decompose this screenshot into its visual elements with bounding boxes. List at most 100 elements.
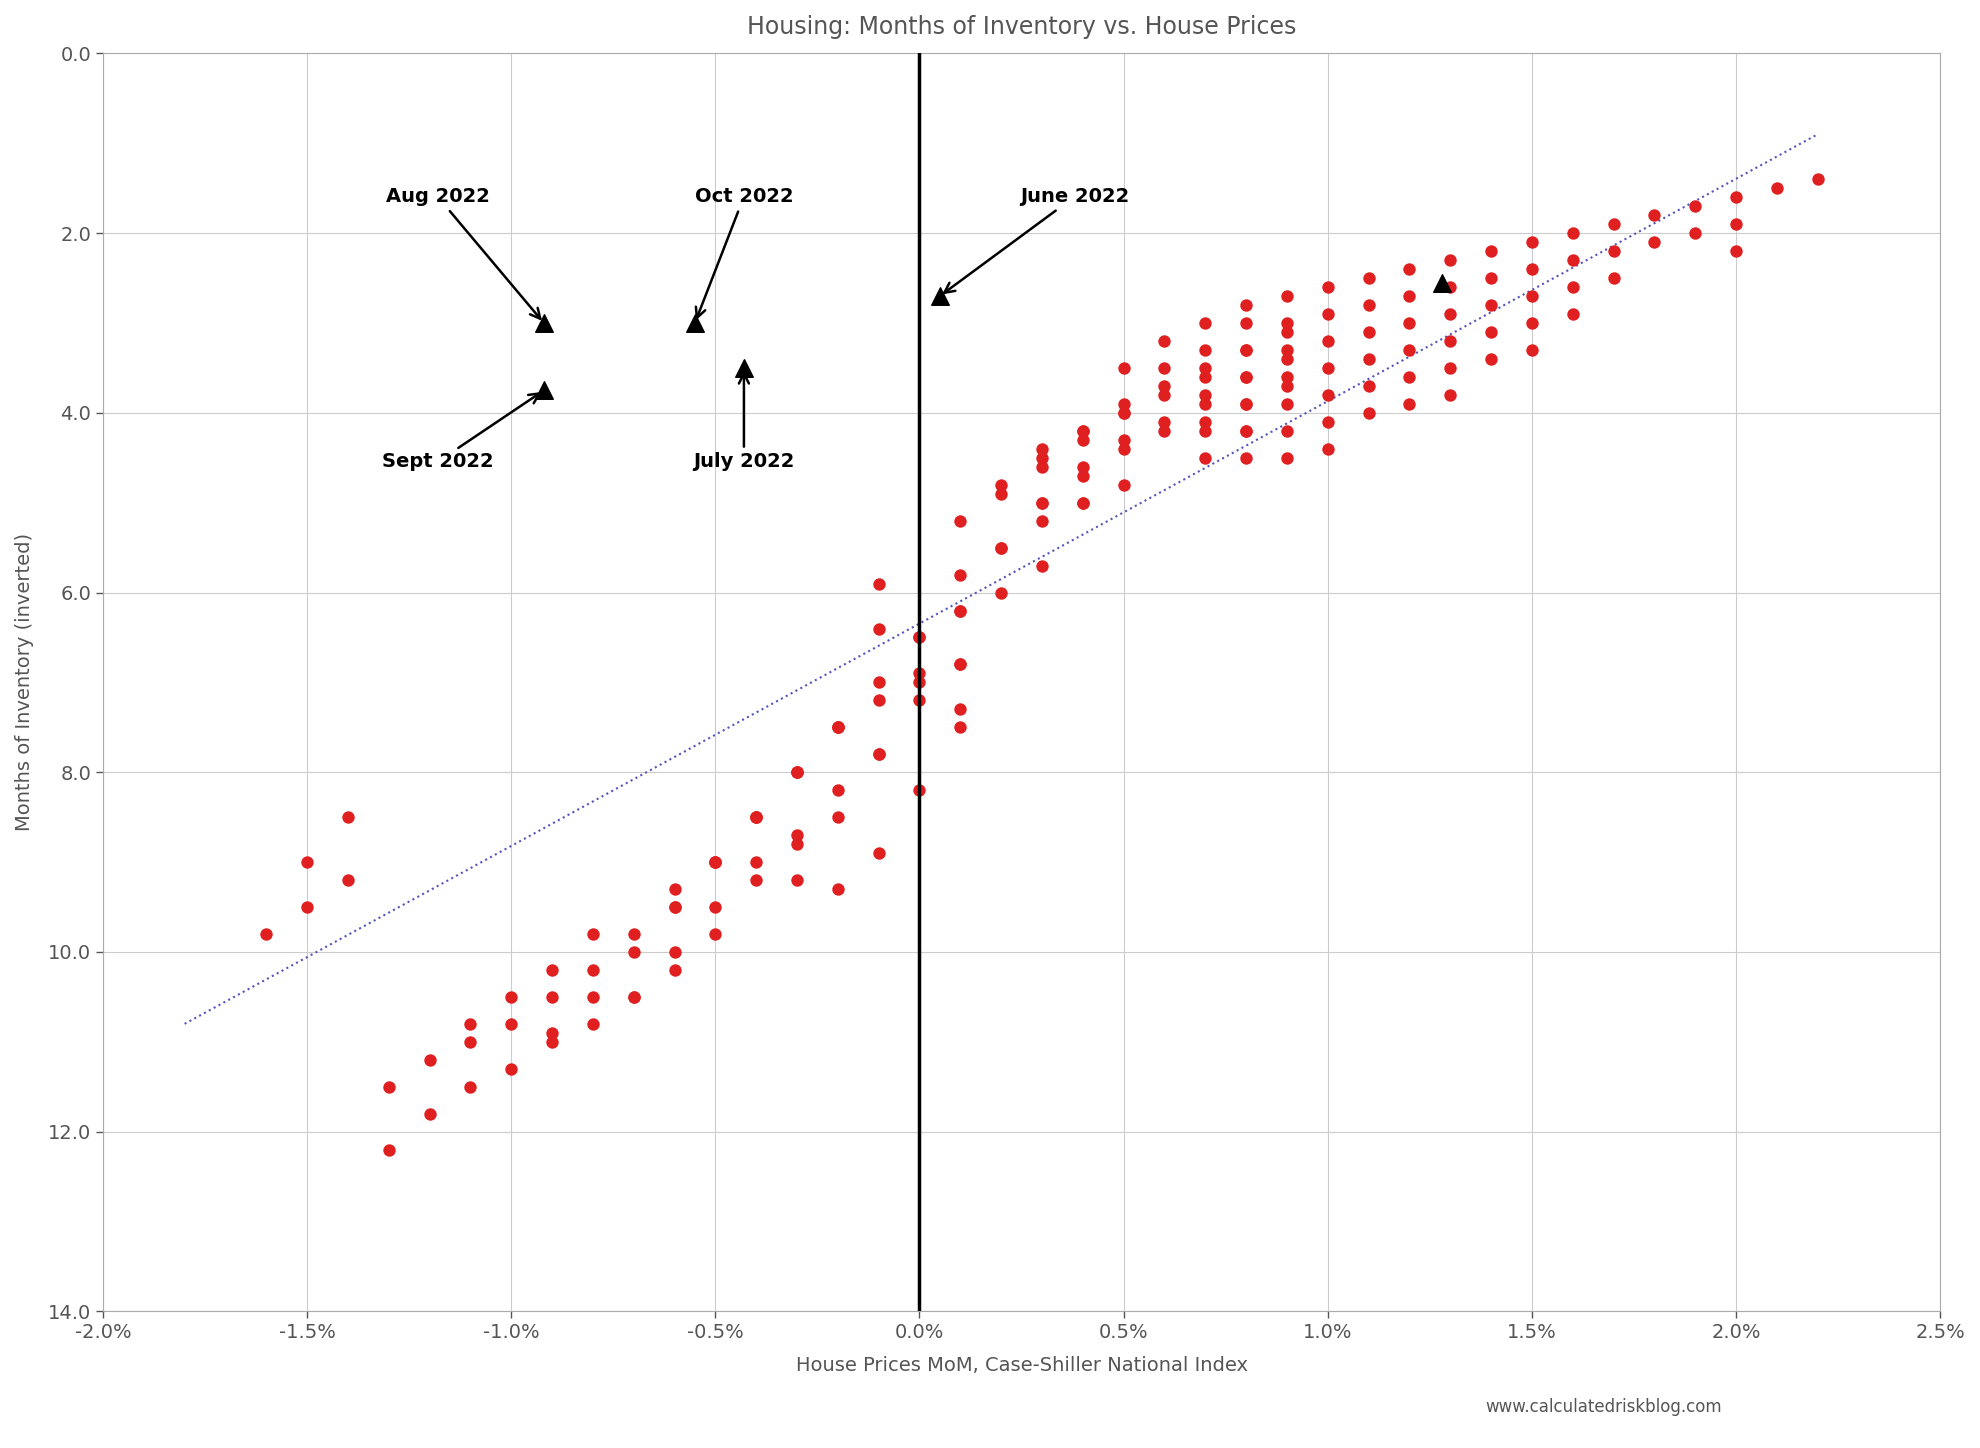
Point (1148, 375, 1180, 398)
Point (822, 805, 853, 828)
Point (944, 715, 976, 738)
Point (1190, 311, 1222, 334)
Point (414, 1048, 446, 1072)
Text: July 2022: July 2022 (693, 374, 794, 471)
Point (537, 1030, 568, 1053)
Point (1148, 329, 1180, 352)
Point (782, 824, 814, 847)
Point (1107, 401, 1138, 424)
Point (618, 985, 649, 1008)
Point (333, 805, 364, 828)
Point (1679, 194, 1711, 217)
Point (1026, 446, 1057, 469)
Point (1067, 420, 1099, 443)
Point (822, 715, 853, 738)
Point (1230, 339, 1261, 362)
Point (1313, 303, 1344, 326)
Point (537, 985, 568, 1008)
Point (1352, 375, 1384, 398)
Point (1394, 339, 1426, 362)
Point (1026, 491, 1057, 514)
Point (1394, 284, 1426, 307)
Point (495, 1057, 527, 1080)
Point (1639, 230, 1671, 253)
Point (1230, 420, 1261, 443)
Point (944, 653, 976, 676)
Point (455, 1030, 487, 1053)
Text: Oct 2022: Oct 2022 (695, 187, 794, 317)
Point (576, 922, 608, 946)
Point (1475, 266, 1507, 290)
Point (782, 760, 814, 783)
Point (699, 895, 731, 918)
Point (1026, 455, 1057, 478)
Title: Housing: Months of Inventory vs. House Prices: Housing: Months of Inventory vs. House P… (746, 14, 1297, 39)
Point (1475, 348, 1507, 371)
Point (1190, 384, 1222, 407)
Point (1475, 239, 1507, 262)
Point (1271, 392, 1303, 416)
Point (1271, 320, 1303, 343)
Point (1394, 365, 1426, 388)
Point (618, 940, 649, 963)
Point (741, 850, 772, 873)
Point (863, 670, 895, 694)
Text: June 2022: June 2022 (944, 187, 1129, 292)
Point (495, 985, 527, 1008)
Point (782, 869, 814, 892)
Text: Sept 2022: Sept 2022 (382, 394, 539, 471)
Point (1271, 420, 1303, 443)
Point (249, 922, 281, 946)
Point (1148, 410, 1180, 433)
Point (1107, 437, 1138, 460)
Point (1517, 284, 1548, 307)
Point (986, 536, 1018, 559)
Point (618, 922, 649, 946)
Point (1230, 339, 1261, 362)
Point (1107, 356, 1138, 379)
Point (699, 850, 731, 873)
Point (1352, 348, 1384, 371)
Point (1107, 401, 1138, 424)
Point (1190, 420, 1222, 443)
Point (944, 510, 976, 533)
Point (1517, 311, 1548, 334)
Point (1679, 222, 1711, 245)
Point (1107, 429, 1138, 452)
Point (1230, 365, 1261, 388)
Point (903, 626, 935, 649)
Point (372, 1138, 404, 1161)
Point (782, 833, 814, 856)
Point (1313, 437, 1344, 460)
Point (863, 743, 895, 766)
Point (1230, 365, 1261, 388)
Text: Aug 2022: Aug 2022 (386, 187, 541, 319)
Point (782, 760, 814, 783)
Point (1352, 266, 1384, 290)
Point (1026, 491, 1057, 514)
Point (699, 850, 731, 873)
Point (659, 940, 691, 963)
Point (1271, 284, 1303, 307)
Point (1517, 258, 1548, 281)
Point (1067, 429, 1099, 452)
Point (618, 985, 649, 1008)
Point (1475, 294, 1507, 317)
Point (529, 311, 560, 334)
Point (729, 356, 760, 379)
Point (944, 698, 976, 721)
Point (741, 805, 772, 828)
Point (822, 877, 853, 901)
Point (925, 284, 956, 307)
Point (1026, 555, 1057, 578)
Point (782, 760, 814, 783)
Point (1394, 258, 1426, 281)
Point (1230, 446, 1261, 469)
Point (1434, 356, 1465, 379)
Point (529, 379, 560, 403)
Point (576, 1012, 608, 1035)
Point (659, 895, 691, 918)
Point (1107, 473, 1138, 497)
Point (1313, 329, 1344, 352)
Point (699, 850, 731, 873)
